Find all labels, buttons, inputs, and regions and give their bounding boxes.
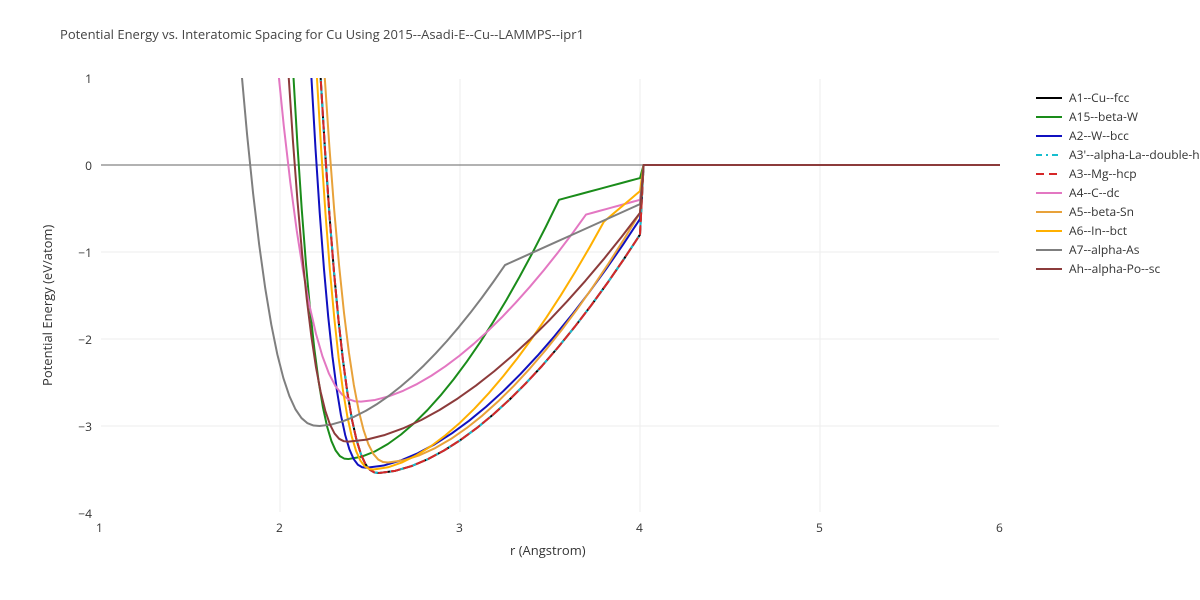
legend-item[interactable]: A3--Mg--hcp <box>1035 164 1200 183</box>
plot-area[interactable] <box>100 78 1000 513</box>
legend-label: A7--alpha-As <box>1069 241 1139 258</box>
legend-item[interactable]: A2--W--bcc <box>1035 126 1200 145</box>
legend-label: A4--C--dc <box>1069 184 1120 201</box>
legend-swatch <box>1035 206 1063 218</box>
series-line[interactable] <box>284 78 1000 442</box>
chart-container: Potential Energy vs. Interatomic Spacing… <box>0 0 1200 600</box>
series-line[interactable] <box>316 78 1000 473</box>
legend-swatch <box>1035 111 1063 123</box>
y-tick: 0 <box>85 157 92 174</box>
legend-swatch <box>1035 263 1063 275</box>
y-tick: −4 <box>78 505 92 522</box>
legend-item[interactable]: A5--beta-Sn <box>1035 202 1200 221</box>
legend-swatch <box>1035 244 1063 256</box>
y-tick: 1 <box>85 70 92 87</box>
series-line[interactable] <box>320 78 1000 463</box>
y-tick: −1 <box>78 244 92 261</box>
x-tick: 2 <box>276 519 283 536</box>
legend-swatch <box>1035 149 1063 161</box>
legend-label: A5--beta-Sn <box>1069 203 1134 220</box>
x-axis-label: r (Angstrom) <box>510 541 586 559</box>
legend-label: A2--W--bcc <box>1069 127 1129 144</box>
legend-item[interactable]: A15--beta-W <box>1035 107 1200 126</box>
legend-swatch <box>1035 187 1063 199</box>
legend-label: A1--Cu--fcc <box>1069 89 1129 106</box>
legend-swatch <box>1035 168 1063 180</box>
series-line[interactable] <box>307 78 1000 468</box>
x-tick: 5 <box>816 519 823 536</box>
legend-label: A15--beta-W <box>1069 108 1138 125</box>
legend-label: A3--Mg--hcp <box>1069 165 1137 182</box>
chart-title: Potential Energy vs. Interatomic Spacing… <box>60 25 584 43</box>
x-tick: 3 <box>456 519 463 536</box>
legend-item[interactable]: A3'--alpha-La--double-hcp <box>1035 145 1200 164</box>
series-line[interactable] <box>316 78 1000 473</box>
x-tick: 4 <box>636 519 643 536</box>
legend-item[interactable]: A6--In--bct <box>1035 221 1200 240</box>
legend-label: Ah--alpha-Po--sc <box>1069 260 1160 277</box>
legend-label: A3'--alpha-La--double-hcp <box>1069 146 1200 163</box>
legend-item[interactable]: Ah--alpha-Po--sc <box>1035 259 1200 278</box>
y-tick: −2 <box>78 331 92 348</box>
legend-swatch <box>1035 92 1063 104</box>
legend[interactable]: A1--Cu--fcc A15--beta-W A2--W--bcc A3'--alp… <box>1035 88 1200 278</box>
x-tick: 6 <box>996 519 1003 536</box>
legend-item[interactable]: A1--Cu--fcc <box>1035 88 1200 107</box>
y-axis-label: Potential Energy (eV/atom) <box>38 224 56 385</box>
series-line[interactable] <box>316 78 1000 473</box>
y-tick: −3 <box>78 418 92 435</box>
legend-item[interactable]: A7--alpha-As <box>1035 240 1200 259</box>
legend-item[interactable]: A4--C--dc <box>1035 183 1200 202</box>
series-line[interactable] <box>289 78 1000 459</box>
legend-swatch <box>1035 130 1063 142</box>
series-line[interactable] <box>312 78 1000 470</box>
x-tick: 1 <box>96 519 103 536</box>
legend-swatch <box>1035 225 1063 237</box>
legend-label: A6--In--bct <box>1069 222 1127 239</box>
